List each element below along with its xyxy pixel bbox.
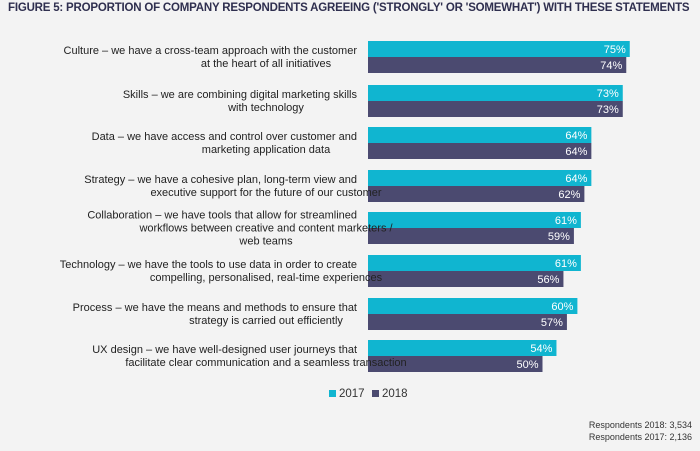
category-label-3-line-1: executive support for the future of our … [150, 187, 381, 199]
category-label-1-line-0: Skills – we are combining digital market… [123, 89, 358, 101]
category-label-7-line-1: facilitate clear communication and a sea… [125, 357, 406, 369]
value-label-2017-5: 61% [555, 258, 577, 270]
bar-2018-4 [368, 228, 574, 244]
respondent-footnotes: Respondents 2018: 3,534 Respondents 2017… [589, 419, 692, 443]
value-label-2018-0: 74% [600, 60, 622, 72]
value-label-2017-6: 60% [551, 301, 573, 313]
bar-2017-2 [368, 127, 592, 143]
category-label-2-line-0: Data – we have access and control over c… [92, 131, 357, 143]
value-label-2018-7: 50% [516, 359, 538, 371]
category-label-0-line-1: at the heart of all initiatives [201, 58, 332, 70]
category-label-0-line-0: Culture – we have a cross-team approach … [64, 45, 358, 57]
chart-title: FIGURE 5: PROPORTION OF COMPANY RESPONDE… [8, 2, 690, 14]
legend-swatch-2018 [372, 390, 379, 397]
category-label-6-line-0: Process – we have the means and methods … [73, 302, 357, 314]
category-label-5-line-0: Technology – we have the tools to use da… [60, 259, 357, 271]
category-label-3-line-0: Strategy – we have a cohesive plan, long… [84, 174, 357, 186]
bar-2018-3 [368, 186, 585, 202]
value-label-2018-5: 56% [537, 274, 559, 286]
bar-2017-6 [368, 298, 578, 314]
bar-2018-7 [368, 356, 543, 372]
bar-2017-4 [368, 212, 581, 228]
value-label-2017-4: 61% [555, 215, 577, 227]
category-label-4-line-1: workflows between creative and content m… [138, 223, 393, 235]
category-label-2-line-1: marketing application data [202, 144, 331, 156]
bar-2017-0 [368, 41, 630, 57]
footnote-respondents-2017: Respondents 2017: 2,136 [588, 432, 692, 442]
footnote-respondents-2018: Respondents 2018: 3,534 [588, 420, 692, 430]
value-label-2017-2: 64% [565, 130, 587, 142]
bar-2018-6 [368, 314, 567, 330]
bar-2017-1 [368, 85, 623, 101]
value-label-2018-1: 73% [597, 104, 619, 116]
bar-2018-1 [368, 101, 623, 117]
bar-2018-5 [368, 271, 564, 287]
value-label-2017-3: 64% [565, 173, 587, 185]
bar-2018-0 [368, 57, 627, 73]
bar-2017-3 [368, 170, 592, 186]
legend-label-2017: 2017 [339, 388, 365, 400]
category-label-6-line-1: strategy is carried out efficiently [189, 315, 343, 327]
legend-label-2018: 2018 [382, 388, 408, 400]
category-label-5-line-1: compelling, personalised, real-time expe… [150, 272, 383, 284]
bar-2017-5 [368, 255, 581, 271]
value-label-2018-3: 62% [558, 189, 580, 201]
bar-2018-2 [368, 143, 592, 159]
value-label-2018-6: 57% [541, 317, 563, 329]
value-label-2017-0: 75% [604, 44, 626, 56]
category-label-4-line-0: Collaboration – we have tools that allow… [87, 210, 357, 222]
value-label-2018-4: 59% [548, 231, 570, 243]
value-label-2018-2: 64% [565, 146, 587, 158]
value-label-2017-1: 73% [597, 88, 619, 100]
category-label-1-line-1: with technology [227, 102, 304, 114]
category-label-4-line-2: web teams [238, 236, 293, 248]
category-label-7-line-0: UX design – we have well-designed user j… [92, 344, 357, 356]
legend-swatch-2017 [329, 390, 336, 397]
bar-2017-7 [368, 340, 557, 356]
value-label-2017-7: 54% [530, 343, 552, 355]
